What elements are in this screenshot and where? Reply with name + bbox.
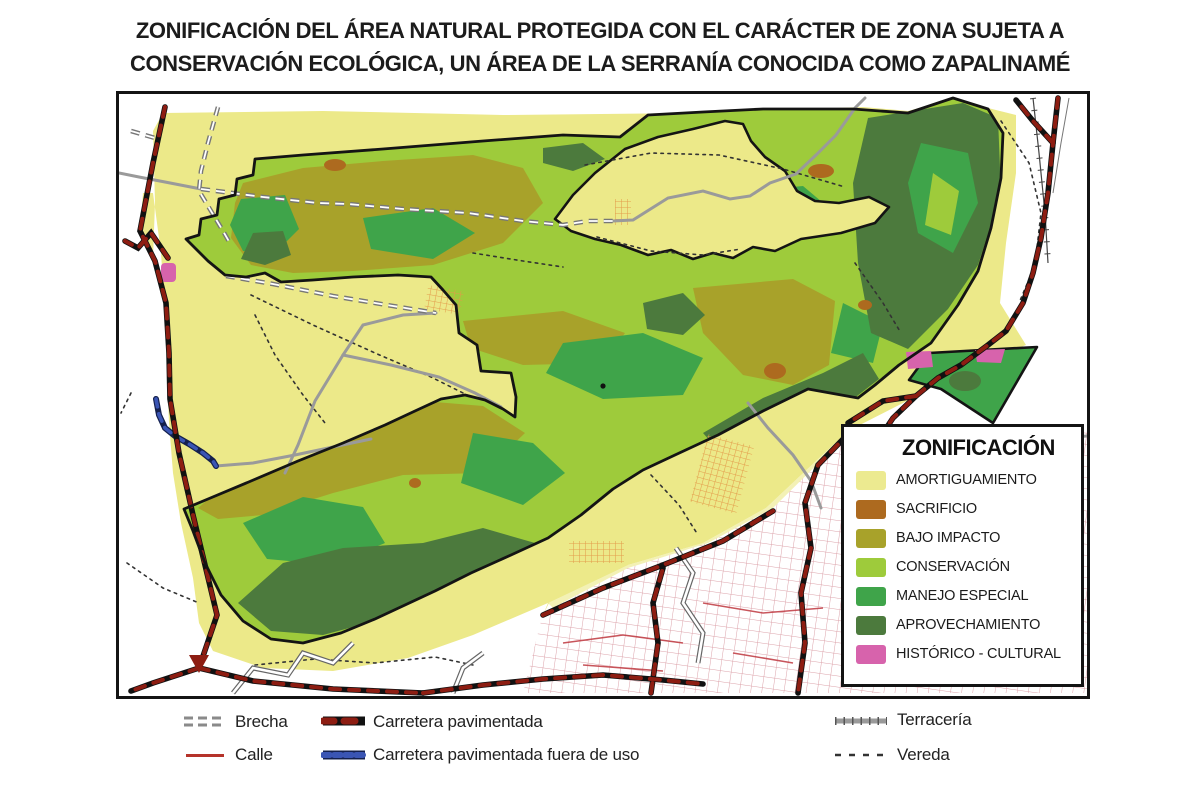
point-marker	[600, 383, 606, 389]
zone-swatch-historico-cultural	[856, 644, 886, 664]
legend-row-amortiguamiento: AMORTIGUAMIENTO	[856, 470, 1081, 490]
brecha-roads	[130, 106, 613, 316]
zone-swatch-conservacion	[856, 557, 886, 577]
legend-row-aprovechamiento: APROVECHAMIENTO	[856, 615, 1081, 635]
zone-label: BAJO IMPACTO	[896, 530, 1001, 546]
carretera-pavimentada-line-icon	[321, 716, 367, 726]
zone-swatch-amortiguamiento	[856, 470, 886, 490]
zone-swatch-aprovechamiento	[856, 615, 886, 635]
map-title: ZONIFICACIÓN DEL ÁREA NATURAL PROTEGIDA …	[0, 14, 1200, 80]
calle-label: Calle	[235, 745, 273, 764]
zone-label: HISTÓRICO - CULTURAL	[896, 646, 1061, 662]
zone-patches	[198, 103, 1001, 635]
terraceria-line-icon	[835, 717, 887, 725]
brecha-label: Brecha	[235, 712, 288, 731]
protected-area-boundary	[182, 96, 1005, 645]
carretera-fuera-de-uso-line-icon	[321, 750, 367, 760]
map-canvas: ZONIFICACIÓN AMORTIGUAMIENTO SACRIFICIO …	[116, 91, 1090, 699]
vereda-label: Vereda	[897, 745, 950, 764]
legend-row-bajo-impacto: BAJO IMPACTO	[856, 528, 1081, 548]
zone-label: APROVECHAMIENTO	[896, 617, 1041, 633]
map-artwork	[119, 94, 1087, 696]
legend-row-historico-cultural: HISTÓRICO - CULTURAL	[856, 644, 1081, 664]
zone-swatch-bajo-impacto	[856, 528, 886, 548]
southeast-polygon	[907, 345, 1039, 425]
calle-line-icon	[186, 754, 224, 757]
carretera-pavimentada-label: Carretera pavimentada	[373, 712, 543, 731]
brecha-line-icon	[184, 716, 226, 727]
map-title-line1: ZONIFICACIÓN DEL ÁREA NATURAL PROTEGIDA …	[135, 18, 1065, 43]
zone-swatch-manejo-especial	[856, 586, 886, 606]
zone-swatch-sacrificio	[856, 499, 886, 519]
enclave-amortiguamiento	[553, 119, 891, 261]
legend-row-manejo-especial: MANEJO ESPECIAL	[856, 586, 1081, 606]
zone-label: CONSERVACIÓN	[896, 559, 1010, 575]
terraceria-label: Terracería	[897, 710, 972, 729]
legend-row-sacrificio: SACRIFICIO	[856, 499, 1081, 519]
zonification-legend-title: ZONIFICACIÓN	[902, 435, 1055, 460]
white-double-roads	[231, 546, 706, 695]
carretera-fuera-de-uso-road	[153, 396, 219, 469]
carretera-roads	[122, 95, 1061, 696]
vereda-line-icon	[835, 753, 887, 757]
settlement-hatches	[424, 199, 755, 563]
zonification-legend: ZONIFICACIÓN AMORTIGUAMIENTO SACRIFICIO …	[841, 424, 1084, 687]
legend-row-conservacion: CONSERVACIÓN	[856, 557, 1081, 577]
carretera-fuera-de-uso-label: Carretera pavimentada fuera de uso	[373, 745, 640, 764]
zone-label: SACRIFICIO	[896, 501, 977, 517]
map-title-line2: CONSERVACIÓN ECOLÓGICA, UN ÁREA DE LA SE…	[129, 51, 1071, 76]
terraceria-roads	[119, 96, 1087, 510]
zone-label: AMORTIGUAMIENTO	[896, 472, 1037, 488]
zone-label: MANEJO ESPECIAL	[896, 588, 1029, 604]
